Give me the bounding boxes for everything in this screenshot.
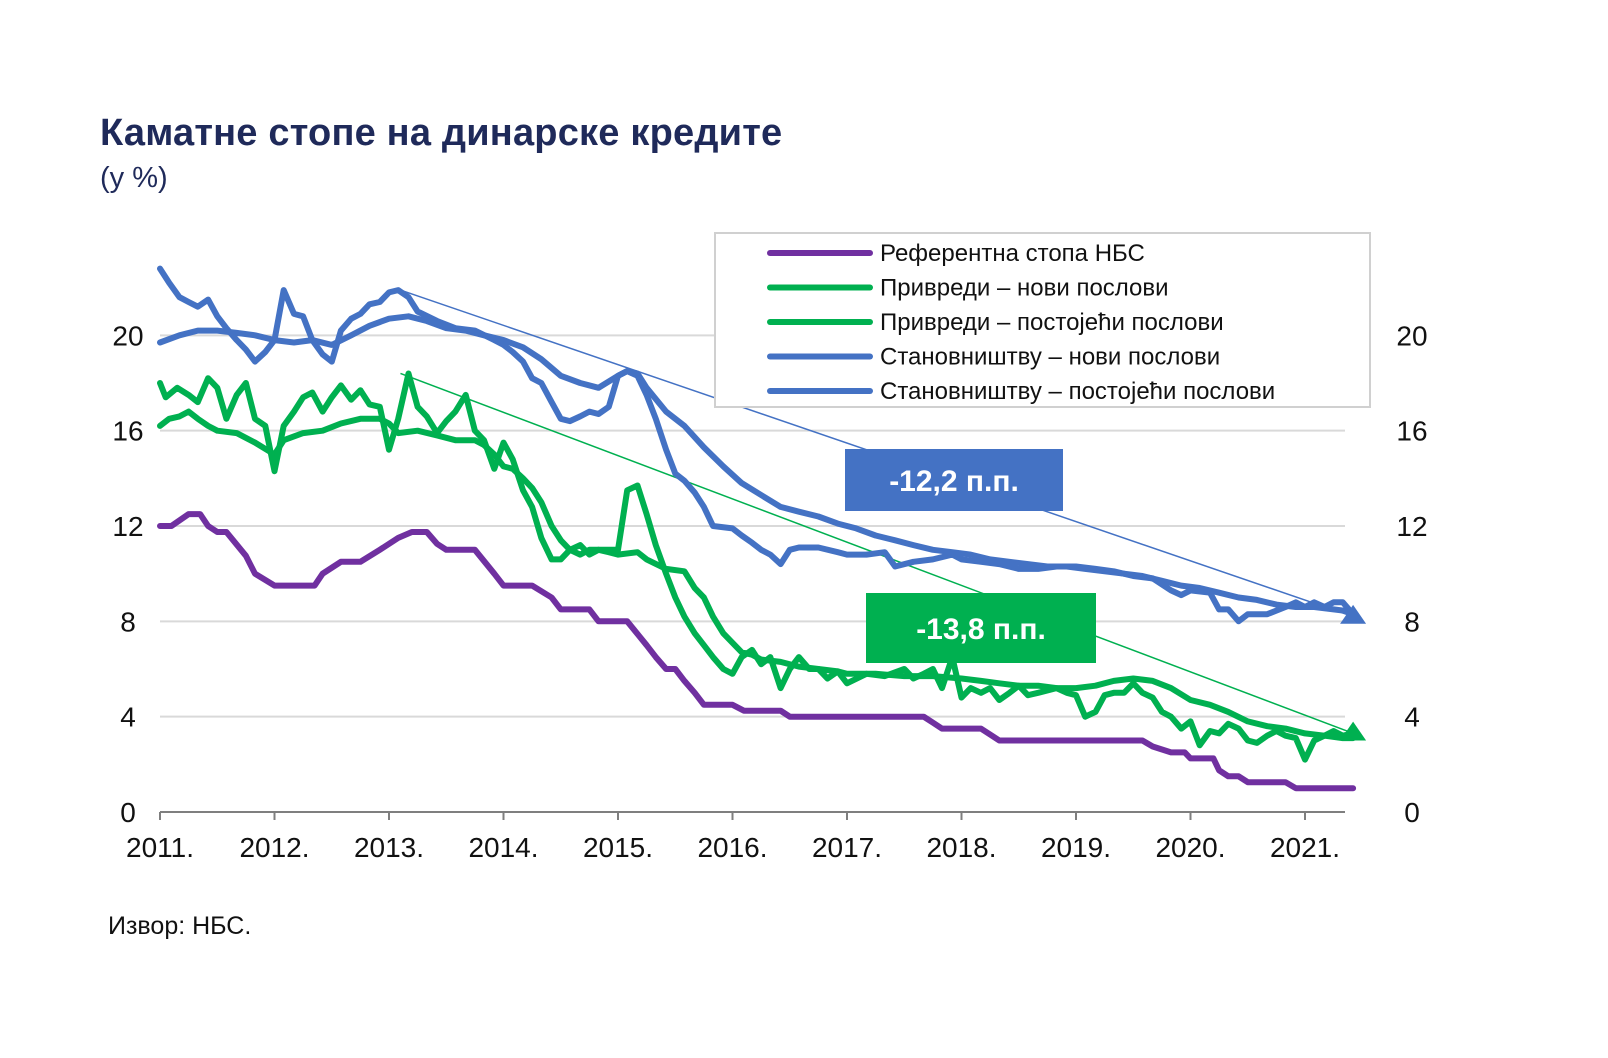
trend-end-marker (1340, 604, 1367, 624)
y-tick-label-right: 0 (1404, 797, 1420, 828)
x-tick-label: 2013. (354, 832, 424, 863)
x-tick-label: 2012. (239, 832, 309, 863)
y-tick-label-left: 20 (112, 320, 143, 351)
y-tick-label-left: 16 (112, 416, 143, 447)
y-tick-label-left: 0 (120, 797, 136, 828)
x-tick-label: 2011. (126, 832, 194, 863)
series-line (157, 408, 1357, 742)
legend-label: Становништву – нови послови (880, 344, 1220, 371)
change-callout-box (866, 593, 1096, 663)
series-line (157, 511, 1357, 792)
y-tick-label-right: 12 (1396, 511, 1427, 542)
x-tick-label: 2014. (468, 832, 538, 863)
chart-subtitle: (у %) (100, 162, 168, 194)
series-layer (157, 265, 1357, 792)
x-tick-label: 2017. (812, 832, 882, 863)
legend: Референтна стопа НБС Привреди – нови посл… (714, 232, 1371, 408)
x-tick-label: 2015. (583, 832, 653, 863)
x-tick-label: 2021. (1270, 832, 1340, 863)
legend-label: Референтна стопа НБС (880, 240, 1145, 267)
y-tick-label-right: 20 (1396, 320, 1427, 351)
chart-title: Каматне стопе на динарске кредите (100, 112, 783, 154)
x-tick-label: 2019. (1041, 832, 1111, 863)
legend-label: Становништву – постојећи послови (880, 378, 1275, 405)
callout-layer: -12,2 п.п. -13,8 п.п. (845, 449, 1096, 663)
y-tick-label-left: 8 (120, 606, 136, 637)
change-callout-label: -12,2 п.п. (889, 465, 1019, 498)
x-tick-label: 2016. (697, 832, 767, 863)
series-line (157, 265, 1357, 625)
axis-layer: 0 0 4 4 8 8 12 12 16 16 20 20 2011. 2012. 2013. 2014. 20… (112, 320, 1427, 863)
y-tick-label-right: 16 (1396, 416, 1427, 447)
y-tick-label-right: 8 (1404, 606, 1420, 637)
y-tick-label-left: 4 (120, 702, 136, 733)
x-tick-label: 2018. (926, 832, 996, 863)
y-tick-label-left: 12 (112, 511, 143, 542)
x-tick-label: 2020. (1155, 832, 1225, 863)
change-callout-box (845, 449, 1063, 511)
source-note: Извор: НБС. (108, 912, 252, 940)
change-callout-label: -13,8 п.п. (916, 613, 1046, 646)
legend-label: Привреди – нови послови (880, 275, 1169, 302)
trend-end-marker (1340, 721, 1367, 741)
series-line (157, 370, 1357, 763)
y-tick-label-right: 4 (1404, 702, 1420, 733)
marker-layer (1340, 604, 1367, 741)
legend-label: Привреди – постојећи послови (880, 309, 1224, 336)
